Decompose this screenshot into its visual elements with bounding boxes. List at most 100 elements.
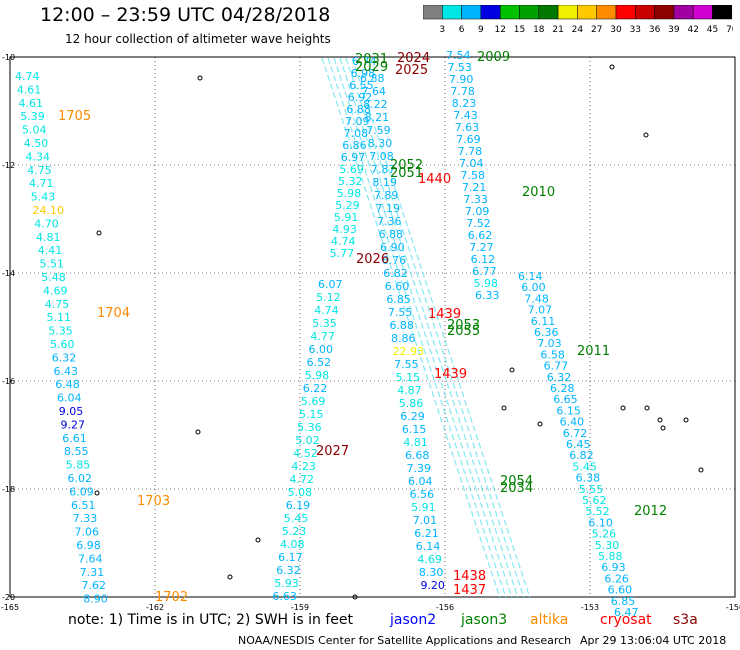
wave-value-1705: 5.51 bbox=[40, 258, 65, 271]
wave-value-2009: 7.54 bbox=[446, 49, 471, 62]
track-label: 2025 bbox=[395, 63, 428, 78]
wave-value-2009: 7.04 bbox=[459, 157, 484, 170]
legend-jason3: jason3 bbox=[461, 612, 508, 628]
wave-value-center: 7.64 bbox=[362, 85, 387, 98]
wave-value-1705: 7.62 bbox=[82, 579, 107, 592]
colorbar-label: 45 bbox=[707, 25, 718, 35]
map-frame bbox=[9, 56, 736, 598]
wave-value-2027: 4.77 bbox=[310, 330, 335, 343]
wave-value-1705: 9.05 bbox=[59, 405, 84, 418]
wave-value-1705: 4.71 bbox=[29, 177, 54, 190]
wave-value-2009: 7.27 bbox=[469, 241, 494, 254]
wave-value-1705: 7.64 bbox=[78, 552, 103, 565]
wave-value-2026: 5.69 bbox=[339, 163, 364, 176]
wave-value-2026: 4.93 bbox=[332, 223, 357, 236]
island-marker bbox=[94, 490, 100, 496]
lon-label: -156 bbox=[436, 603, 454, 612]
wave-value-center: 22.93 bbox=[393, 345, 425, 358]
wave-value-2011: 6.93 bbox=[601, 561, 626, 574]
wave-value-2011: 6.38 bbox=[576, 472, 601, 485]
wave-value-center: 6.85 bbox=[386, 293, 411, 306]
wave-value-1705: 4.50 bbox=[24, 137, 49, 150]
track-label: 2024 bbox=[397, 51, 430, 66]
wave-value-center: 7.19 bbox=[376, 202, 401, 215]
wave-value-2027: 5.98 bbox=[305, 369, 330, 382]
wave-value-center: 6.60 bbox=[385, 280, 410, 293]
wave-value-2009: 7.53 bbox=[447, 61, 472, 74]
lon-label: -159 bbox=[291, 603, 309, 612]
wave-value-center: 6.88 bbox=[360, 72, 385, 85]
lon-label: -165 bbox=[1, 603, 19, 612]
wave-value-1705: 5.35 bbox=[48, 325, 73, 338]
track-label: 1703 bbox=[137, 494, 170, 509]
colorbar-label: 33 bbox=[630, 25, 641, 35]
island-marker bbox=[96, 230, 102, 236]
wave-value-center: 6.88 bbox=[389, 319, 414, 332]
track-label: 2027 bbox=[316, 444, 349, 459]
wave-value-1705: 8.55 bbox=[64, 445, 89, 458]
wave-value-2011: 6.26 bbox=[604, 572, 629, 585]
colorbar-label: 3 bbox=[439, 25, 445, 35]
wave-value-center: 5.15 bbox=[396, 371, 421, 384]
track-label: 2012 bbox=[634, 504, 667, 519]
wave-value-2027: 4.08 bbox=[280, 538, 305, 551]
track-label: 1440 bbox=[418, 172, 451, 187]
wave-value-2027: 4.72 bbox=[290, 473, 315, 486]
wave-value-1705: 5.43 bbox=[31, 191, 56, 204]
wave-value-center: 4.81 bbox=[403, 436, 428, 449]
colorbar-label: 6 bbox=[459, 25, 465, 35]
island-marker bbox=[683, 417, 689, 423]
wave-value-2011: 6.32 bbox=[547, 371, 572, 384]
wave-value-2009: 6.62 bbox=[468, 229, 493, 242]
wave-value-center: 9.20 bbox=[420, 579, 445, 592]
track-swath bbox=[339, 57, 519, 599]
timestamp-text: Apr 29 13:06:04 UTC 2018 bbox=[580, 634, 727, 647]
lat-label: -20 bbox=[2, 593, 15, 602]
colorbar-label: 30 bbox=[610, 25, 622, 35]
lon-label: -153 bbox=[581, 603, 599, 612]
wave-value-center: 6.90 bbox=[380, 241, 405, 254]
track-label: 2031 bbox=[355, 52, 388, 67]
island-marker bbox=[660, 425, 666, 431]
legend-note: note: 1) Time is in UTC; 2) SWH is in fe… bbox=[68, 612, 354, 628]
track-swath bbox=[321, 57, 501, 599]
wave-value-2011: 6.45 bbox=[566, 438, 591, 451]
wave-value-2027: 5.35 bbox=[312, 317, 337, 330]
wave-value-2026: 6.86 bbox=[342, 139, 367, 152]
wave-value-2011: 6.72 bbox=[563, 427, 588, 440]
wave-value-2026: 5.91 bbox=[334, 211, 359, 224]
wave-value-center: 7.08 bbox=[369, 150, 394, 163]
track-label: 2026 bbox=[356, 252, 389, 267]
wave-value-2009: 7.63 bbox=[455, 121, 480, 134]
wave-value-1705: 4.69 bbox=[43, 284, 68, 297]
wave-value-2011: 5.62 bbox=[582, 494, 607, 507]
wave-value-2009: 8.23 bbox=[452, 97, 477, 110]
island-marker bbox=[197, 75, 203, 81]
wave-value-2011: 6.36 bbox=[534, 326, 559, 339]
colorbar-label: 42 bbox=[687, 25, 698, 35]
wave-value-2026: 7.08 bbox=[344, 127, 369, 140]
track-label: 2009 bbox=[477, 50, 510, 65]
wave-value-center: 8.22 bbox=[363, 98, 388, 111]
wave-value-center: 8.19 bbox=[372, 176, 397, 189]
colorbar-label: 15 bbox=[514, 25, 525, 35]
wave-value-2011: 6.10 bbox=[588, 516, 613, 529]
wave-value-center: 5.86 bbox=[399, 397, 424, 410]
wave-value-2026: 4.74 bbox=[331, 235, 356, 248]
track-label: 1704 bbox=[97, 306, 130, 321]
wave-value-center: 7.55 bbox=[394, 358, 419, 371]
wave-value-1705: 7.06 bbox=[75, 526, 100, 539]
wave-value-2026: 6.74 bbox=[352, 55, 377, 68]
wave-value-center: 6.21 bbox=[414, 527, 439, 540]
colorbar-label: 70 bbox=[726, 25, 733, 35]
track-label: 1439 bbox=[434, 367, 467, 382]
colorbar-swatch bbox=[712, 5, 733, 20]
wave-value-center: 7.01 bbox=[413, 514, 438, 527]
wave-value-center: 4.87 bbox=[397, 384, 422, 397]
track-label: 2052 bbox=[390, 158, 423, 173]
wave-value-2027: 5.23 bbox=[282, 525, 307, 538]
island-marker bbox=[643, 132, 649, 138]
wave-value-center: 6.04 bbox=[408, 475, 433, 488]
wave-value-center: 8.30 bbox=[419, 566, 444, 579]
